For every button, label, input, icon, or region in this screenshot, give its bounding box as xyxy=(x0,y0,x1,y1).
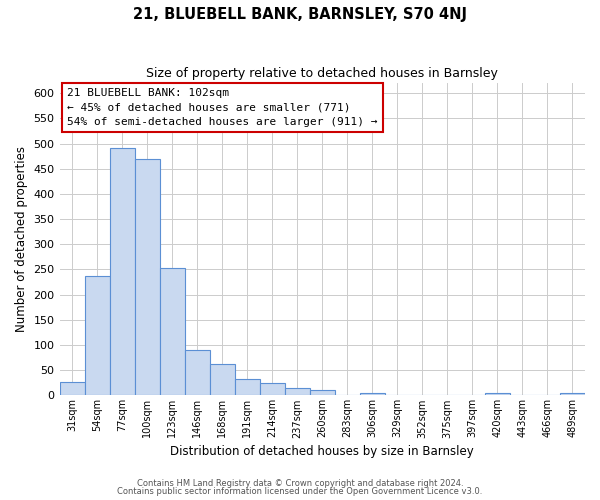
Bar xyxy=(360,393,385,396)
Bar xyxy=(110,148,134,396)
Bar xyxy=(59,382,85,396)
Y-axis label: Number of detached properties: Number of detached properties xyxy=(15,146,28,332)
Bar xyxy=(285,388,310,396)
Bar xyxy=(485,393,510,396)
Bar xyxy=(160,268,185,396)
Text: 21 BLUEBELL BANK: 102sqm
← 45% of detached houses are smaller (771)
54% of semi-: 21 BLUEBELL BANK: 102sqm ← 45% of detach… xyxy=(67,88,378,128)
Text: Contains public sector information licensed under the Open Government Licence v3: Contains public sector information licen… xyxy=(118,487,482,496)
Bar xyxy=(235,379,260,396)
Bar xyxy=(560,394,585,396)
Bar xyxy=(85,276,110,396)
Title: Size of property relative to detached houses in Barnsley: Size of property relative to detached ho… xyxy=(146,68,498,80)
Bar xyxy=(209,364,235,396)
Text: 21, BLUEBELL BANK, BARNSLEY, S70 4NJ: 21, BLUEBELL BANK, BARNSLEY, S70 4NJ xyxy=(133,8,467,22)
Bar xyxy=(185,350,209,396)
Bar xyxy=(260,384,285,396)
Bar xyxy=(310,390,335,396)
Text: Contains HM Land Registry data © Crown copyright and database right 2024.: Contains HM Land Registry data © Crown c… xyxy=(137,478,463,488)
Bar xyxy=(134,159,160,396)
X-axis label: Distribution of detached houses by size in Barnsley: Distribution of detached houses by size … xyxy=(170,444,474,458)
